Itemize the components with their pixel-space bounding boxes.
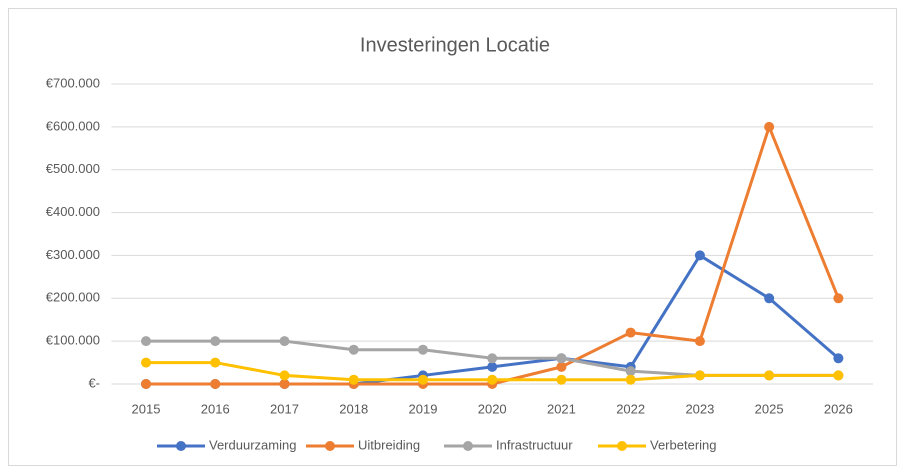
- x-tick-label: 2017: [270, 401, 299, 416]
- point: [764, 121, 775, 132]
- legend-label: Uitbreiding: [358, 437, 420, 452]
- y-tick-label: €600.000: [46, 118, 100, 133]
- legend-marker: [463, 441, 473, 451]
- y-tick-label: €200.000: [46, 290, 100, 305]
- point: [764, 370, 775, 381]
- point: [279, 379, 290, 389]
- point: [210, 336, 221, 347]
- legend-marker: [325, 441, 335, 451]
- y-tick-label: €300.000: [46, 247, 100, 262]
- y-tick-label: €100.000: [46, 333, 100, 348]
- point: [556, 374, 567, 385]
- point: [417, 344, 428, 355]
- point: [833, 293, 844, 304]
- x-tick-label: 2021: [547, 401, 576, 416]
- x-tick-label: 2020: [478, 401, 507, 416]
- x-tick-label: 2025: [755, 401, 784, 416]
- point: [210, 357, 221, 368]
- point: [833, 370, 844, 381]
- point: [694, 250, 705, 261]
- chart-title: Investeringen Locatie: [360, 34, 550, 56]
- y-tick-label: €400.000: [46, 204, 100, 219]
- point: [625, 366, 636, 377]
- point: [625, 327, 636, 338]
- point: [764, 293, 775, 304]
- point: [141, 379, 152, 389]
- x-tick-label: 2026: [824, 401, 853, 416]
- x-tick-label: 2023: [685, 401, 714, 416]
- point: [348, 344, 359, 355]
- x-tick-label: 2016: [201, 401, 230, 416]
- point: [279, 336, 290, 347]
- point: [833, 353, 844, 364]
- point: [625, 374, 636, 385]
- legend-label: Verduurzaming: [209, 437, 296, 452]
- y-tick-label: €500.000: [46, 161, 100, 176]
- point: [487, 374, 498, 385]
- point: [556, 361, 567, 372]
- x-tick-label: 2019: [409, 401, 438, 416]
- point: [556, 353, 567, 364]
- legend-label: Verbetering: [650, 437, 717, 452]
- point: [694, 370, 705, 381]
- point: [279, 370, 290, 381]
- point: [210, 379, 221, 389]
- legend-marker: [617, 441, 627, 451]
- point: [694, 336, 705, 347]
- point: [141, 357, 152, 368]
- chart-border: [8, 8, 897, 466]
- legend-label: Infrastructuur: [496, 437, 573, 452]
- point: [487, 353, 498, 364]
- point: [417, 374, 428, 385]
- point: [487, 361, 498, 372]
- x-tick-label: 2022: [616, 401, 645, 416]
- point: [348, 374, 359, 385]
- legend-marker: [176, 441, 186, 451]
- x-tick-label: 2015: [132, 401, 161, 416]
- y-tick-label: €-: [88, 375, 100, 390]
- x-tick-label: 2018: [339, 401, 368, 416]
- y-tick-label: €700.000: [46, 75, 100, 90]
- point: [141, 336, 152, 347]
